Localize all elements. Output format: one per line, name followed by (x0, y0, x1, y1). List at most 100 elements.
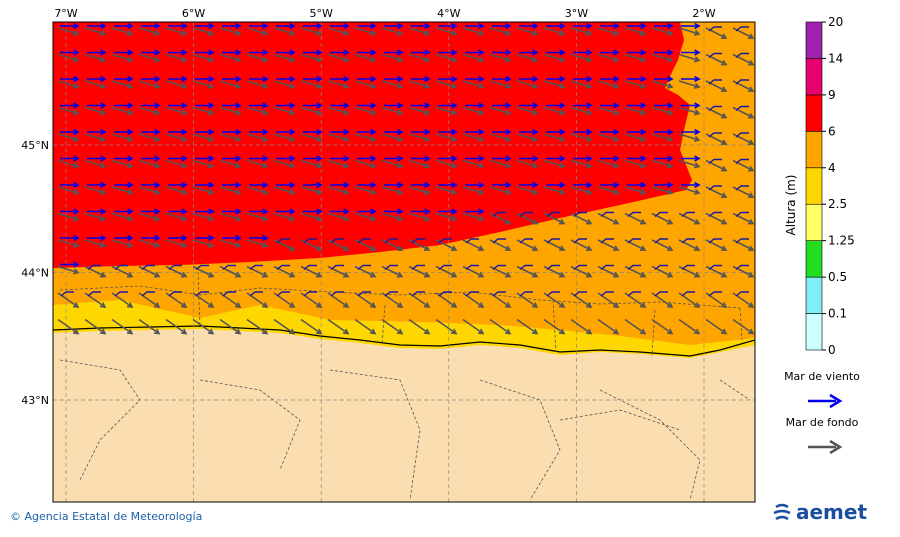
arrow (489, 239, 512, 251)
arrow (516, 239, 539, 251)
arrow (111, 53, 134, 63)
arrow (219, 80, 242, 89)
colorbar-segment (805, 313, 823, 351)
arrow (597, 239, 620, 251)
arrow (678, 80, 701, 89)
arrow (384, 291, 398, 297)
arrow (246, 212, 269, 222)
arrow (600, 238, 614, 244)
arrow (651, 239, 674, 251)
arrow (219, 318, 242, 335)
arrow (438, 155, 458, 162)
arrow (462, 318, 485, 335)
arrow (408, 106, 431, 116)
arrow (600, 75, 620, 83)
arrow (300, 133, 323, 142)
arrow (627, 75, 647, 83)
arrow (678, 106, 701, 116)
arrow (492, 75, 512, 83)
arrow (408, 27, 431, 36)
arrow (597, 159, 620, 169)
arrow (516, 159, 539, 169)
arrow (462, 212, 485, 222)
arrow (87, 208, 107, 215)
arrow (678, 212, 701, 225)
arrow (705, 265, 728, 278)
arrow (381, 239, 404, 251)
arrow (732, 133, 755, 145)
arrow (435, 27, 458, 36)
arrow (732, 53, 755, 66)
arrow (546, 291, 560, 297)
arrow (327, 159, 350, 169)
arrow (651, 53, 674, 63)
arrow (435, 212, 458, 222)
arrow (678, 159, 701, 169)
arrow (276, 128, 296, 136)
arrow (84, 133, 107, 142)
arrow (651, 80, 674, 89)
arrow (300, 27, 323, 36)
arrow (681, 238, 695, 244)
arrow (195, 181, 215, 189)
arrow (438, 49, 458, 56)
arrow (249, 181, 269, 189)
arrow (84, 80, 107, 89)
arrow (624, 106, 647, 116)
arrow (654, 75, 674, 83)
arrow (276, 155, 296, 162)
arrow (732, 239, 755, 251)
arrow (87, 234, 107, 242)
arrow (114, 208, 134, 215)
arrow (600, 181, 620, 189)
arrow (519, 49, 539, 56)
arrow (624, 27, 647, 36)
arrow (195, 291, 209, 297)
arrow (489, 212, 512, 225)
arrow (246, 53, 269, 63)
arrow (168, 102, 188, 109)
arrow (411, 181, 431, 189)
arrow (411, 49, 431, 56)
arrow (573, 155, 593, 162)
arrow (465, 49, 485, 56)
colorbar-label: 1.25 (828, 234, 855, 248)
arrow (627, 155, 647, 162)
arrow (654, 211, 668, 218)
arrow (381, 80, 404, 89)
colorbar-label: 0 (828, 343, 836, 357)
arrow (114, 75, 134, 83)
arrow (384, 264, 398, 271)
arrow (492, 49, 512, 56)
arrow (573, 128, 593, 136)
arrow (735, 79, 749, 85)
arrow (438, 238, 452, 244)
arrow (543, 27, 566, 36)
arrow (111, 159, 134, 169)
arrow (519, 181, 539, 189)
arrow (705, 318, 728, 335)
arrow (597, 27, 620, 36)
arrow (681, 291, 695, 297)
arrow (168, 128, 188, 136)
arrow (489, 159, 512, 169)
arrow (519, 128, 539, 136)
arrow (138, 239, 161, 248)
arrow (651, 106, 674, 116)
arrow (384, 181, 404, 189)
arrow (381, 106, 404, 116)
arrow (273, 239, 296, 251)
arrow (735, 185, 749, 191)
arrow (114, 102, 134, 109)
arrow (222, 234, 242, 242)
arrow (141, 208, 161, 215)
map-area (53, 22, 755, 502)
arrow (573, 102, 593, 109)
arrow (516, 80, 539, 89)
arrow (546, 102, 566, 109)
arrow (705, 159, 728, 172)
arrow (168, 291, 182, 297)
arrow (411, 291, 425, 297)
arrow (411, 155, 431, 162)
arrow (141, 181, 161, 189)
